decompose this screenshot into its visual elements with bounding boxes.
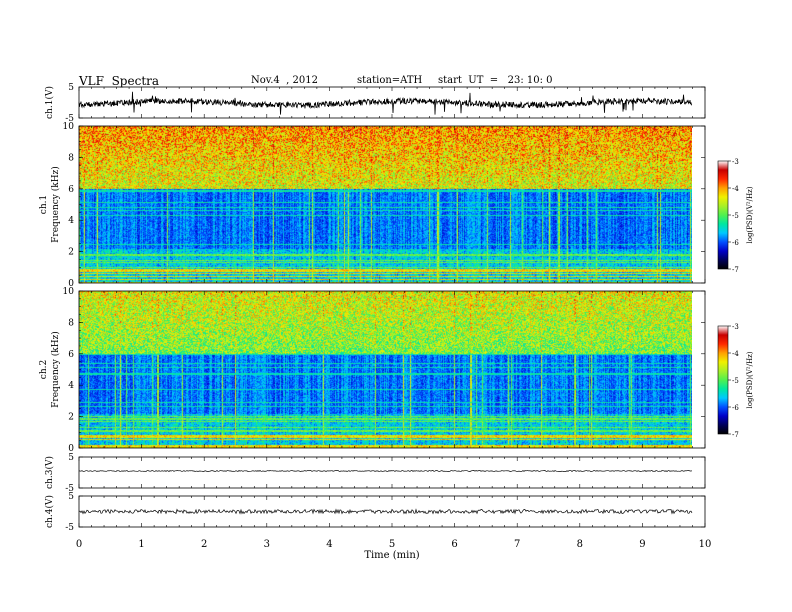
y-tick-label: 2 <box>68 248 74 258</box>
colorbar-tick-label: -5 <box>732 212 739 220</box>
y-tick-label: -5 <box>65 523 74 533</box>
y-tick-label: 2 <box>68 413 74 423</box>
x-tick-label: 3 <box>264 539 270 550</box>
colorbar-tick-label: -4 <box>732 185 739 193</box>
colorbar-tick-label: -7 <box>732 431 739 439</box>
y-tick-label: 8 <box>68 318 74 328</box>
ch3-waveform-line <box>78 470 693 472</box>
x-tick-label: 6 <box>451 539 457 550</box>
colorbar-tick-label: -5 <box>732 377 739 385</box>
spectrogram-ch1-image <box>79 126 692 283</box>
waveform-axis-label: ch.1(V) <box>44 86 55 119</box>
x-tick-label: 1 <box>138 539 144 550</box>
colorbar-label: log(PSD)(V²/Hz) <box>746 351 754 408</box>
colorbar-tick-label: -6 <box>732 239 739 247</box>
date-label: Nov.4 , 2012 <box>251 75 318 86</box>
x-axis-label: Time (min) <box>364 550 419 561</box>
start-time-label: start UT = 23: 10: 0 <box>438 75 553 86</box>
x-tick-label: 9 <box>639 539 645 550</box>
colorbar-label: log(PSD)(V²/Hz) <box>746 186 754 243</box>
frequency-axis-label: Frequency (kHz) <box>50 331 61 408</box>
panel-frame-ch3-waveform <box>78 456 706 489</box>
ch4-waveform-line <box>78 508 693 515</box>
y-tick-label: 5 <box>68 453 74 463</box>
station-label: station=ATH <box>357 75 423 86</box>
colorbar-tick-label: -3 <box>732 323 739 331</box>
y-tick-label: 10 <box>63 122 75 132</box>
spectrogram-ch2-image <box>79 291 692 448</box>
colorbar <box>717 325 729 435</box>
colorbar-tick-label: -4 <box>732 350 739 358</box>
x-tick-label: 7 <box>514 539 520 550</box>
x-tick-label: 0 <box>76 539 82 550</box>
colorbar-tick-label: -7 <box>732 266 739 274</box>
y-tick-label: 5 <box>68 83 74 93</box>
y-tick-label: 0 <box>68 279 74 289</box>
y-tick-label: 0 <box>68 444 74 454</box>
y-tick-label: 10 <box>63 287 75 297</box>
channel-label: ch.2 <box>39 360 49 379</box>
x-tick-label: 4 <box>326 539 332 550</box>
y-tick-label: 6 <box>68 350 74 360</box>
waveform-axis-label: ch.3(V) <box>44 456 55 489</box>
x-tick-label: 8 <box>577 539 583 550</box>
frequency-axis-label: Frequency (kHz) <box>50 166 61 243</box>
y-tick-label: -5 <box>65 114 74 124</box>
y-tick-label: 4 <box>68 381 74 391</box>
y-tick-label: 8 <box>68 153 74 163</box>
channel-label: ch.1 <box>39 195 49 214</box>
figure-title: VLF Spectra <box>79 74 160 88</box>
y-tick-label: 6 <box>68 185 74 195</box>
ch1-waveform-line <box>78 91 693 115</box>
y-tick-label: 5 <box>68 492 74 502</box>
x-tick-label: 5 <box>389 539 395 550</box>
colorbar <box>717 160 729 270</box>
x-tick-label: 10 <box>699 539 712 550</box>
colorbar-tick-label: -6 <box>732 404 739 412</box>
y-tick-label: 4 <box>68 216 74 226</box>
waveform-axis-label: ch.4(V) <box>44 495 55 528</box>
x-tick-label: 2 <box>201 539 207 550</box>
colorbar-tick-label: -3 <box>732 158 739 166</box>
y-tick-label: -5 <box>65 484 74 494</box>
